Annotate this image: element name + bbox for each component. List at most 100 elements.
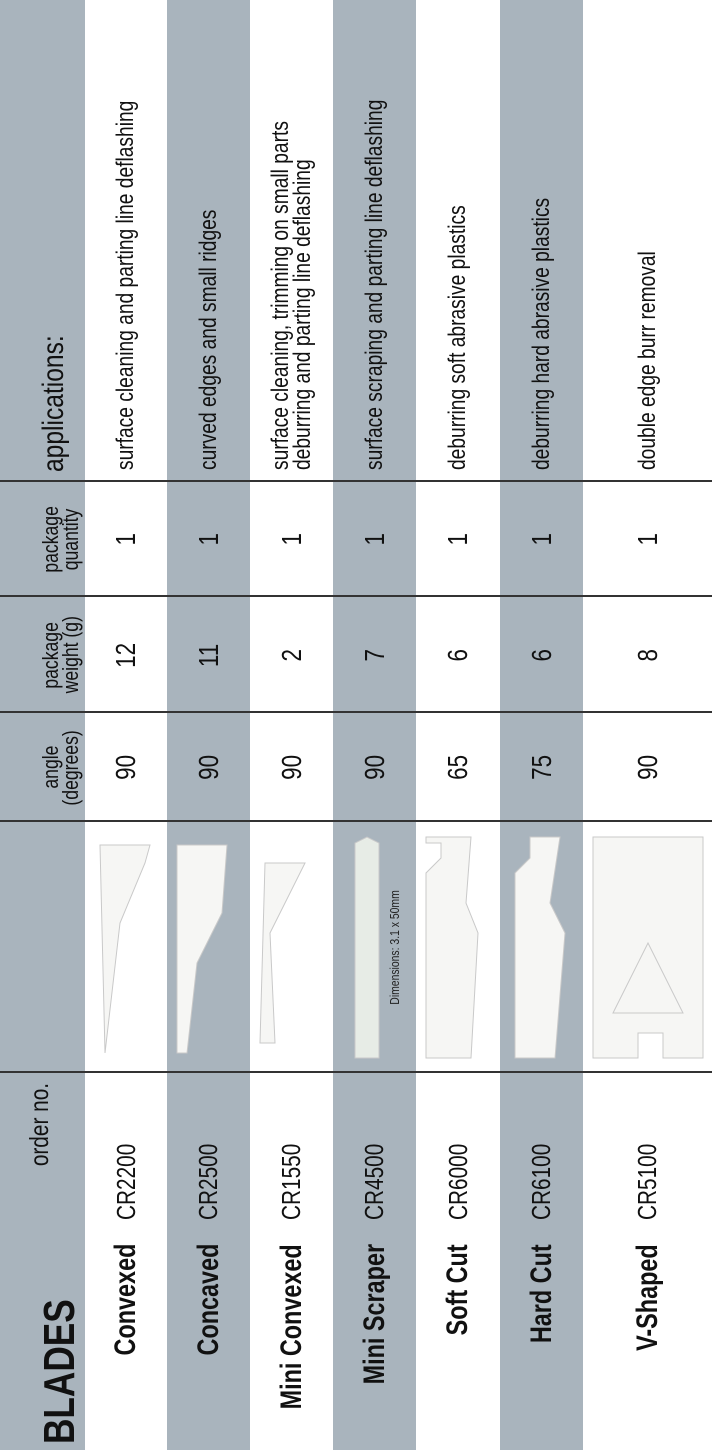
row-cell: Soft Cut bbox=[416, 1240, 500, 1450]
value: 1 bbox=[525, 533, 557, 546]
order-no: CR4500 bbox=[359, 1143, 389, 1220]
row-cell: Mini Scraper bbox=[333, 1240, 416, 1450]
order-no: CR5100 bbox=[632, 1143, 662, 1220]
column-rule bbox=[0, 711, 712, 713]
row-cell: 12 bbox=[85, 597, 167, 713]
row-cell: Hard Cut bbox=[500, 1240, 583, 1450]
value: 1 bbox=[110, 533, 141, 546]
row-cell: 90 bbox=[333, 713, 416, 822]
value: 75 bbox=[525, 755, 557, 780]
application: double edge burr removal bbox=[633, 251, 661, 470]
blade-name: Mini Convexed bbox=[274, 1244, 308, 1410]
order-no: CR6100 bbox=[526, 1143, 556, 1220]
value: 8 bbox=[631, 648, 663, 662]
blade-shape bbox=[259, 862, 306, 1044]
row-cell: 90 bbox=[85, 713, 167, 822]
row-cell: CR6100 bbox=[500, 1073, 583, 1240]
blade-name: Soft Cut bbox=[441, 1244, 474, 1335]
header-label: applications: bbox=[37, 335, 70, 472]
header-label: weight (g) bbox=[58, 616, 84, 694]
value: 1 bbox=[358, 533, 390, 546]
row-cell: 90 bbox=[167, 713, 250, 822]
row-cell: 1 bbox=[583, 482, 712, 597]
blade-drawing bbox=[176, 844, 228, 1054]
blade-drawing bbox=[425, 836, 479, 1059]
row-cell: CR2200 bbox=[85, 1073, 167, 1240]
value: 11 bbox=[192, 643, 224, 667]
row-cell: 11 bbox=[167, 597, 250, 713]
row-cell: 1 bbox=[500, 482, 583, 597]
column-rule bbox=[0, 1071, 712, 1073]
row-cell: surface cleaning and parting line deflas… bbox=[85, 0, 167, 482]
row-cell: Mini Convexed bbox=[250, 1240, 333, 1450]
row-cell: CR6000 bbox=[416, 1073, 500, 1240]
application: surface scraping and parting line deflas… bbox=[360, 99, 388, 470]
blade-shape bbox=[425, 836, 479, 1059]
header-cell: BLADES bbox=[0, 1240, 85, 1450]
order-no: CR2500 bbox=[193, 1143, 223, 1220]
value: 12 bbox=[110, 642, 141, 668]
header-label: (degrees) bbox=[58, 729, 84, 806]
title: BLADES bbox=[35, 1299, 84, 1444]
value: 6 bbox=[525, 648, 557, 662]
row-cell: V-Shaped bbox=[583, 1240, 712, 1450]
row-cell: surface cleaning, trimming on small part… bbox=[250, 0, 333, 482]
application: deburring and parting line deflashing bbox=[288, 159, 316, 470]
row-cell: 6 bbox=[500, 597, 583, 713]
row-cell: 1 bbox=[85, 482, 167, 597]
row-cell: curved edges and small ridges bbox=[167, 0, 250, 482]
column-rule bbox=[0, 480, 712, 482]
blade-drawing bbox=[592, 836, 704, 1059]
row-cell: Concaved bbox=[167, 1240, 250, 1450]
value: 1 bbox=[192, 533, 224, 546]
column-rule bbox=[0, 820, 712, 822]
header-cell: package weight (g) bbox=[0, 597, 85, 713]
value: 1 bbox=[631, 533, 663, 546]
order-no: CR1550 bbox=[276, 1143, 306, 1220]
blade-image bbox=[250, 822, 333, 1073]
application: deburring soft abrasive plastics bbox=[444, 205, 472, 470]
row-cell: Convexed bbox=[85, 1240, 167, 1450]
row-cell: 8 bbox=[583, 597, 712, 713]
blade-shape bbox=[176, 844, 228, 1054]
row-cell: 6 bbox=[416, 597, 500, 713]
blade-image: Dimensions: 3.1 x 50mm bbox=[333, 822, 416, 1073]
blade-name: Concaved bbox=[191, 1244, 225, 1356]
value: 2 bbox=[275, 648, 307, 662]
header-cell: package quantity bbox=[0, 482, 85, 597]
row-cell: double edge burr removal bbox=[583, 0, 712, 482]
row-cell: CR2500 bbox=[167, 1073, 250, 1240]
value: 90 bbox=[275, 755, 307, 780]
blade-image bbox=[416, 822, 500, 1073]
row-cell: 75 bbox=[500, 713, 583, 822]
blade-drawing bbox=[259, 862, 306, 1044]
value: 6 bbox=[442, 648, 473, 662]
blade-image bbox=[167, 822, 250, 1073]
row-cell: 90 bbox=[250, 713, 333, 822]
blade-name: Hard Cut bbox=[524, 1244, 558, 1343]
blade-drawing bbox=[354, 836, 380, 1059]
value: 1 bbox=[442, 533, 473, 546]
value: 1 bbox=[275, 533, 307, 546]
row-cell: 1 bbox=[416, 482, 500, 597]
row-cell: 2 bbox=[250, 597, 333, 713]
header-cell: order no. bbox=[0, 1073, 85, 1240]
order-no: CR2200 bbox=[110, 1143, 141, 1220]
column-rule bbox=[0, 595, 712, 597]
blade-shape bbox=[354, 836, 380, 1059]
header-label: quantity bbox=[58, 508, 84, 571]
blade-name: Convexed bbox=[109, 1244, 142, 1356]
row-cell: CR4500 bbox=[333, 1073, 416, 1240]
value: 90 bbox=[110, 755, 141, 780]
blade-image bbox=[583, 822, 712, 1073]
header-label: order no. bbox=[24, 1083, 54, 1167]
application: surface cleaning and parting line deflas… bbox=[112, 100, 140, 470]
row-cell: 7 bbox=[333, 597, 416, 713]
row-cell: CR5100 bbox=[583, 1073, 712, 1240]
header-cell: angle (degrees) bbox=[0, 713, 85, 822]
value: 7 bbox=[358, 648, 390, 662]
row-cell: deburring soft abrasive plastics bbox=[416, 0, 500, 482]
blade-image bbox=[500, 822, 583, 1073]
